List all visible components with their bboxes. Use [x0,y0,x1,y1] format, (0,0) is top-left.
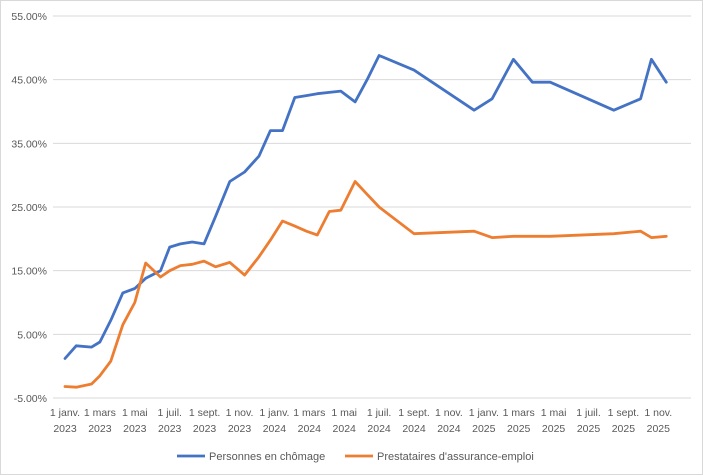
x-tick-label: 1 juil. [157,407,182,419]
x-tick-year-label: 2023 [193,423,217,435]
x-tick-label: 1 mai [331,407,357,419]
x-tick-year-label: 2025 [612,423,636,435]
x-tick-label: 1 janv. [50,407,80,419]
x-tick-year-label: 2024 [402,423,426,435]
series-line-prestataires-assurance-emploi [63,180,668,389]
x-tick-label: 1 janv. [469,407,499,419]
x-tick-year-label: 2023 [158,423,182,435]
series-lines [63,54,668,389]
x-tick-year-label: 2023 [88,423,112,435]
x-tick-label: 1 sept. [608,407,640,419]
x-tick-year-label: 2024 [263,423,287,435]
y-tick-label: 5.00% [17,329,47,341]
y-tick-label: 55.00% [11,11,47,23]
x-tick-label: 1 mars [503,407,535,419]
x-tick-year-label: 2025 [647,423,671,435]
x-tick-label: 1 juil. [576,407,601,419]
y-tick-label: 45.00% [11,75,47,87]
legend-label: Prestataires d'assurance-emploi [377,451,534,463]
x-axis-ticks: 1 janv. 2023 1 mars 2023 1 mai 2023 1 juil. 202… [50,407,672,435]
series-line-personnes-en-chomage [63,54,668,360]
x-tick-label: 1 mars [84,407,116,419]
x-tick-label: 1 mai [122,407,148,419]
x-tick-year-label: 2025 [542,423,566,435]
x-tick-year-label: 2023 [123,423,147,435]
y-tick-label: 25.00% [11,202,47,214]
x-tick-label: 1 mai [541,407,567,419]
y-tick-label: -5.00% [14,393,47,405]
y-axis-ticks: -5.00% 5.00% 15.00% 25.00% 35.00% 45.00% 55.00… [11,11,47,405]
x-tick-year-label: 2024 [437,423,461,435]
x-tick-label: 1 nov. [435,407,463,419]
x-tick-label: 1 nov. [226,407,254,419]
x-tick-label: 1 mars [293,407,325,419]
x-tick-label: 1 nov. [644,407,672,419]
x-tick-year-label: 2025 [507,423,531,435]
x-tick-label: 1 juil. [367,407,392,419]
legend-label: Personnes en chômage [209,451,325,463]
x-tick-year-label: 2024 [298,423,322,435]
x-tick-year-label: 2023 [228,423,252,435]
y-tick-label: 35.00% [11,138,47,150]
x-tick-year-label: 2023 [53,423,77,435]
x-tick-label: 1 sept. [398,407,430,419]
x-tick-label: 1 sept. [189,407,221,419]
y-tick-label: 15.00% [11,266,47,278]
legend: Personnes en chômage Prestataires d'assur… [177,451,534,463]
x-tick-year-label: 2025 [472,423,496,435]
x-tick-label: 1 janv. [259,407,289,419]
x-tick-year-label: 2025 [577,423,601,435]
gridlines [53,15,691,399]
x-tick-year-label: 2024 [333,423,357,435]
x-tick-year-label: 2024 [367,423,391,435]
